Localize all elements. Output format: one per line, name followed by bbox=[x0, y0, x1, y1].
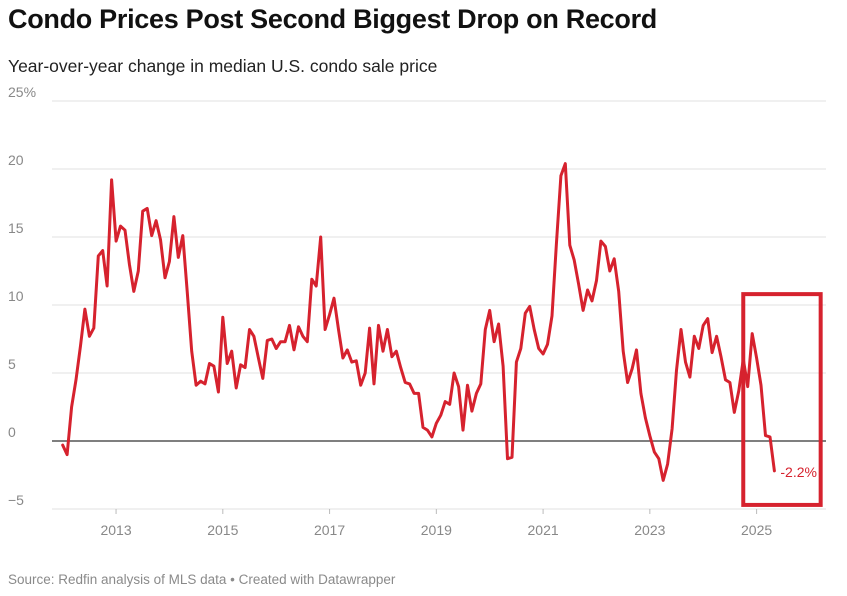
x-tick-label: 2025 bbox=[741, 522, 772, 538]
value-annotation: -2.2% bbox=[780, 464, 817, 480]
y-tick-label: 15 bbox=[8, 220, 24, 236]
y-tick-label: 25% bbox=[8, 84, 36, 100]
y-tick-label: −5 bbox=[8, 492, 24, 508]
x-tick-label: 2017 bbox=[314, 522, 345, 538]
y-tick-label: 0 bbox=[8, 424, 16, 440]
annotation-layer: -2.2% bbox=[780, 464, 817, 480]
x-tick-label: 2019 bbox=[421, 522, 452, 538]
series-line bbox=[61, 162, 776, 482]
highlight-layer bbox=[741, 292, 823, 507]
x-tick-label: 2021 bbox=[528, 522, 559, 538]
y-tick-label: 5 bbox=[8, 356, 16, 372]
x-tick-label: 2015 bbox=[207, 522, 238, 538]
x-axis-ticks: 2013 2015 2017 2019 2021 2023 2025 bbox=[100, 509, 772, 538]
chart-subtitle: Year-over-year change in median U.S. con… bbox=[8, 56, 438, 76]
y-tick-label: 10 bbox=[8, 288, 24, 304]
x-tick-label: 2023 bbox=[634, 522, 665, 538]
grid-layer bbox=[52, 100, 826, 510]
y-tick-label: 20 bbox=[8, 152, 24, 168]
x-tick-label: 2013 bbox=[100, 522, 131, 538]
y-axis-ticks: −5 0 5 10 15 20 25% bbox=[8, 84, 36, 508]
chart-title: Condo Prices Post Second Biggest Drop on… bbox=[8, 4, 657, 34]
highlight-box bbox=[741, 292, 823, 507]
source-note: Source: Redfin analysis of MLS data • Cr… bbox=[8, 572, 396, 587]
series-layer bbox=[61, 162, 776, 482]
